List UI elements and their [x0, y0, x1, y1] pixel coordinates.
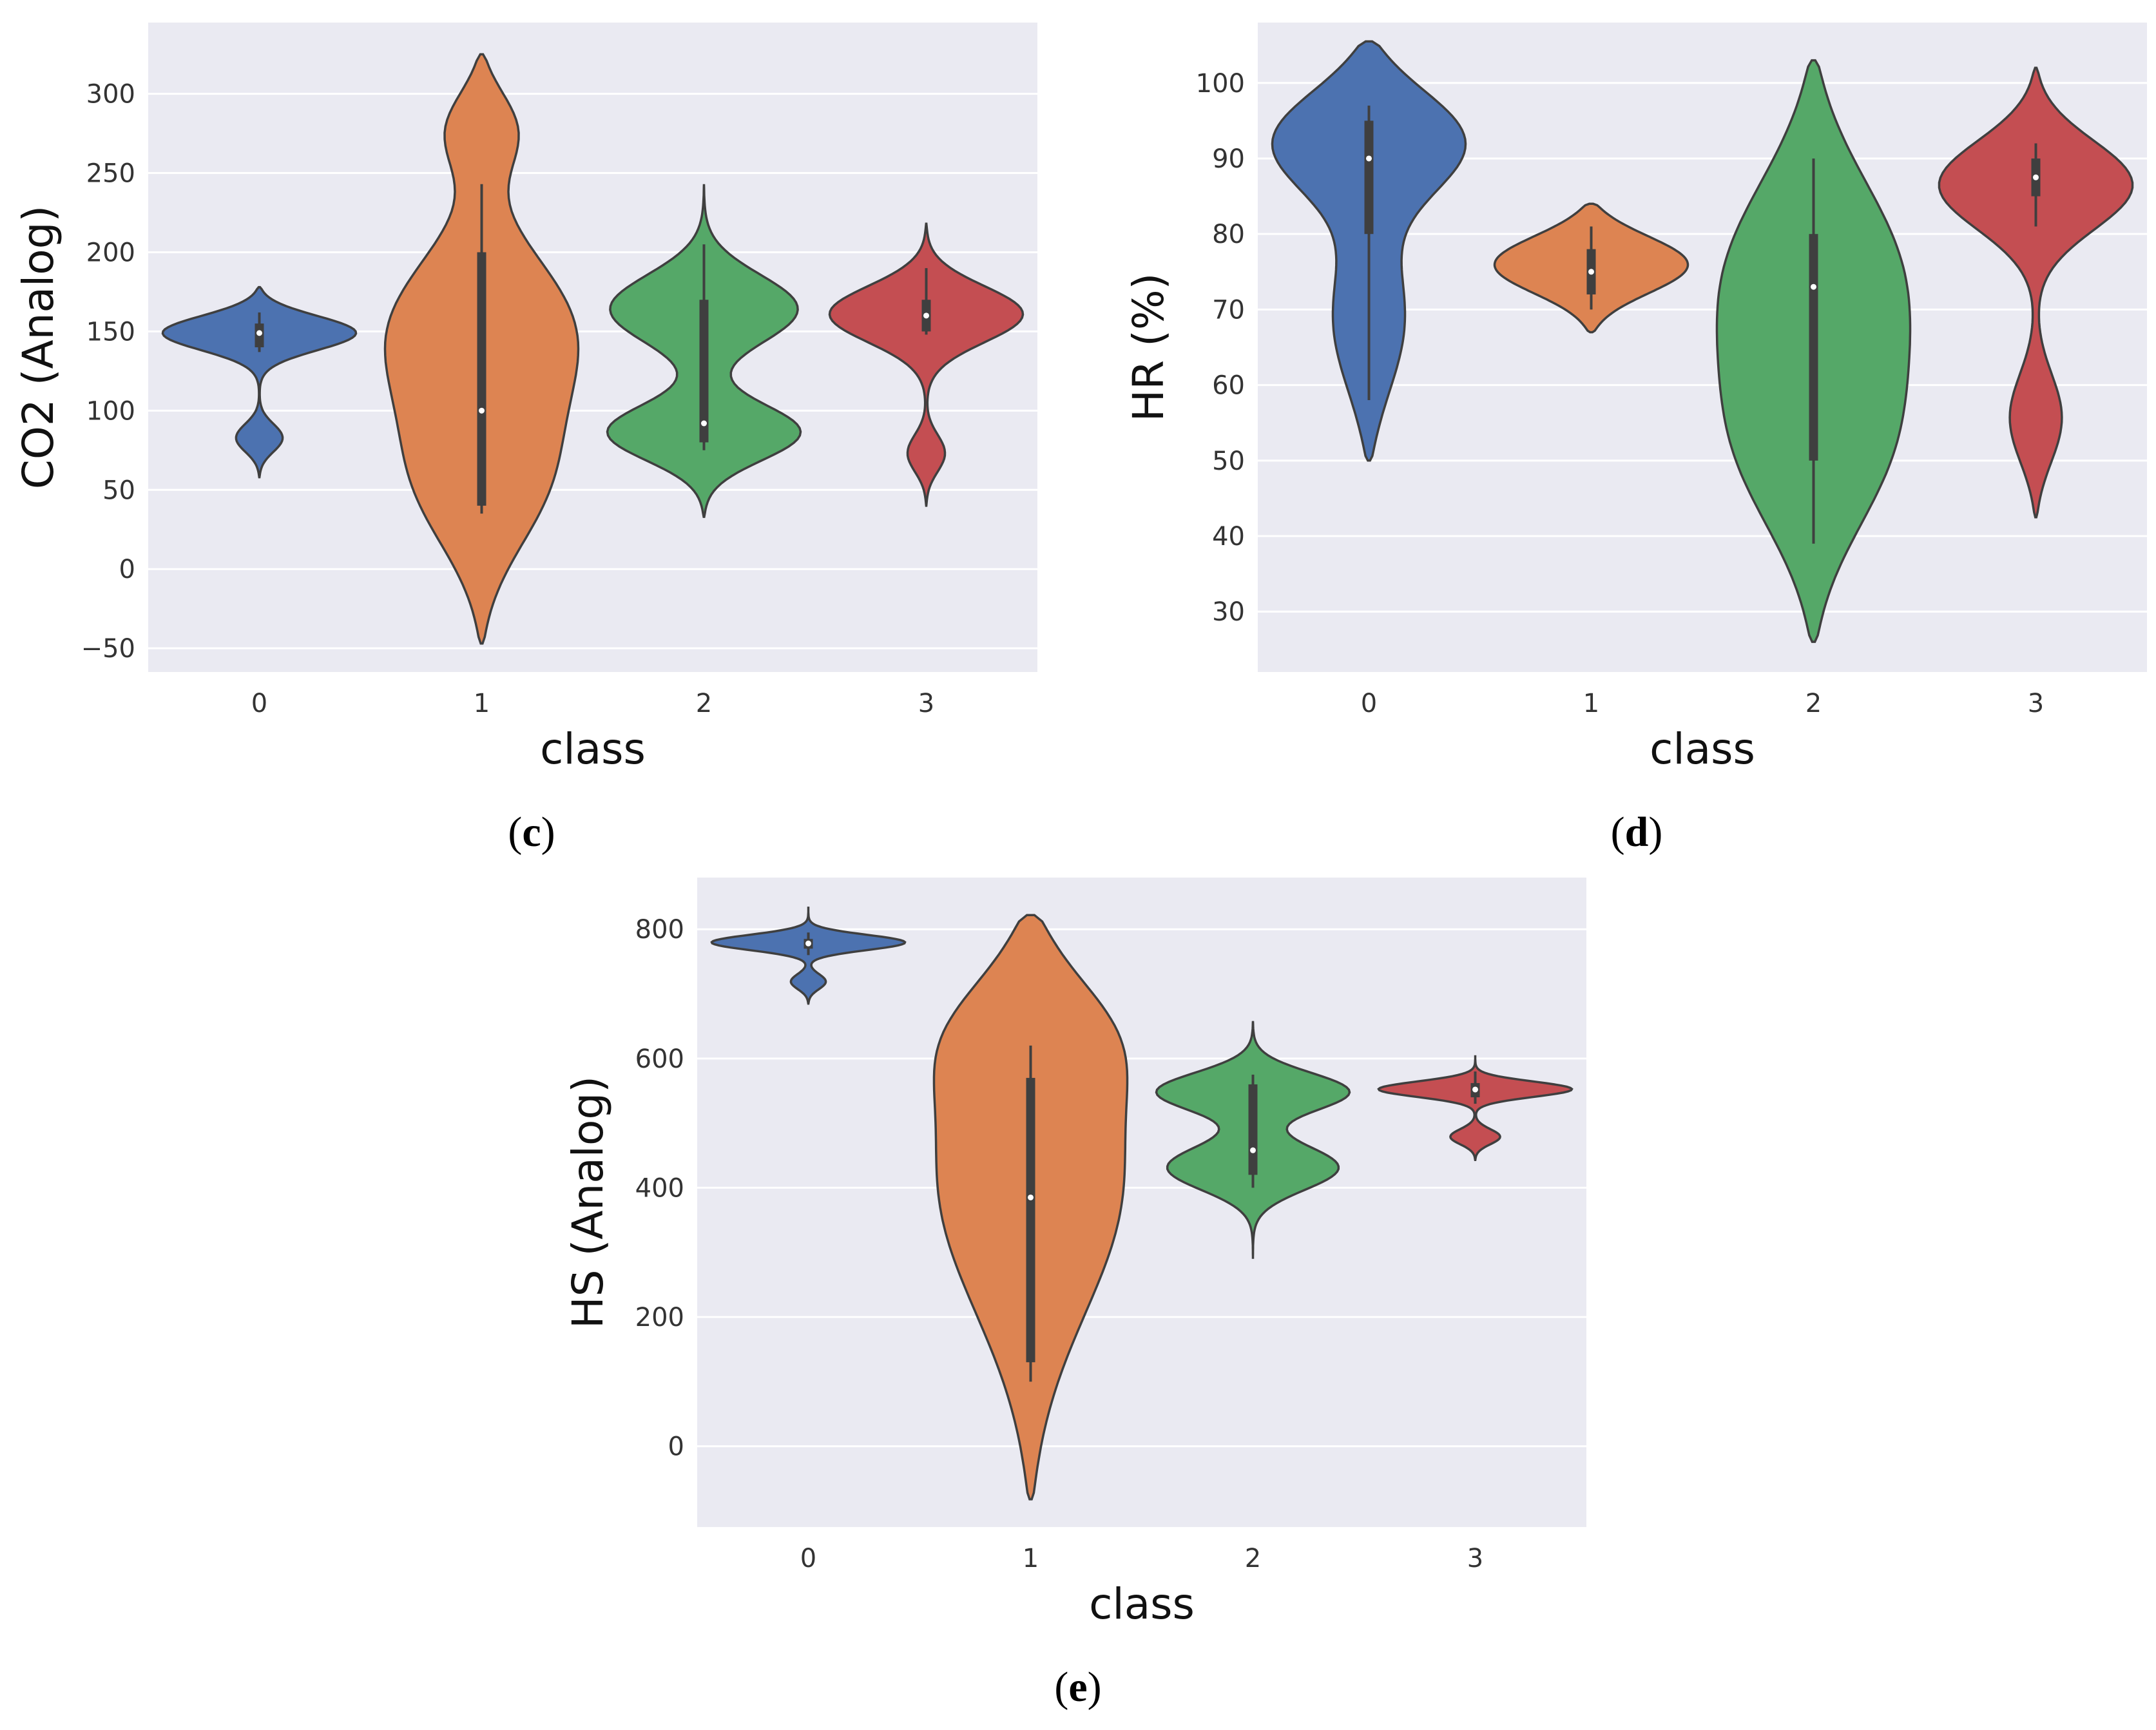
median-point-class-3 [923, 312, 929, 319]
x-axis-label-c: class [540, 724, 646, 774]
iqr-box-class-2 [699, 300, 709, 443]
y-axis-label-d: HR (%) [1124, 273, 1173, 422]
violins-e [710, 907, 1574, 1501]
y-tick-label: 300 [86, 80, 135, 110]
iqr-box-class-1 [477, 252, 486, 506]
median-point-class-0 [256, 330, 262, 336]
panel-e: 0 200 400 600 800 0 1 2 3 class HS (Analog) (e) [563, 878, 1586, 1711]
x-tick-label: 2 [1805, 689, 1822, 718]
y-tick-label: 50 [1212, 447, 1245, 476]
panel-c: −50 0 50 100 150 200 250 300 0 1 2 3 class CO2 (An… [14, 23, 1037, 856]
x-tick-label: 0 [1361, 689, 1377, 718]
gridlines-c [148, 93, 1037, 649]
y-tick-label: 40 [1212, 522, 1245, 552]
plot-area-e [697, 878, 1586, 1527]
y-tick-label: 50 [102, 476, 135, 505]
median-point-class-3 [1472, 1086, 1478, 1093]
y-tick-label: 100 [86, 396, 135, 426]
y-tick-label: −50 [81, 634, 135, 664]
median-point-class-2 [701, 420, 707, 427]
median-point-class-0 [1366, 155, 1372, 162]
x-tick-label: 3 [918, 689, 934, 718]
y-tick-label: 0 [119, 555, 135, 584]
y-tick-label: 150 [86, 317, 135, 347]
x-tick-label: 1 [474, 689, 490, 718]
y-tick-label: 800 [635, 915, 684, 945]
x-tick-label: 1 [1023, 1544, 1039, 1573]
y-axis-label-c: CO2 (Analog) [14, 206, 63, 490]
x-tick-label: 3 [2028, 689, 2044, 718]
y-tick-label: 100 [1196, 69, 1245, 99]
y-tick-label: 200 [635, 1303, 684, 1332]
caption-letter-c: c [522, 809, 541, 856]
caption-letter-e: e [1068, 1664, 1087, 1711]
median-point-class-1 [479, 407, 485, 414]
y-axis-label-e: HS (Analog) [563, 1076, 613, 1329]
y-tick-label: 90 [1212, 144, 1245, 174]
iqr-box-class-0 [1364, 120, 1374, 235]
caption-e: (e) [1054, 1664, 1101, 1711]
x-ticks-e: 0 1 2 3 [800, 1544, 1483, 1573]
y-ticks-c: −50 0 50 100 150 200 250 300 [81, 80, 135, 664]
x-tick-label: 1 [1583, 689, 1599, 718]
x-tick-label: 0 [800, 1544, 816, 1573]
y-tick-label: 250 [86, 159, 135, 189]
x-ticks-d: 0 1 2 3 [1361, 689, 2044, 718]
x-tick-label: 2 [1245, 1544, 1261, 1573]
panel-d: 30 40 50 60 70 80 90 100 0 1 2 3 class HR (%) (d) [1124, 23, 2147, 856]
y-tick-label: 80 [1212, 220, 1245, 249]
x-tick-label: 2 [696, 689, 712, 718]
iqr-box-class-2 [1809, 234, 1818, 461]
violins-d [1271, 40, 2134, 643]
y-tick-label: 60 [1212, 371, 1245, 401]
iqr-box-class-1 [1026, 1077, 1035, 1363]
y-ticks-d: 30 40 50 60 70 80 90 100 [1196, 69, 1245, 627]
median-point-class-2 [1250, 1147, 1256, 1153]
y-tick-label: 600 [635, 1044, 684, 1074]
x-ticks-c: 0 1 2 3 [251, 689, 934, 718]
y-tick-label: 30 [1212, 597, 1245, 627]
gridlines-e [697, 928, 1586, 1448]
median-point-class-3 [2033, 174, 2039, 180]
y-tick-label: 400 [635, 1173, 684, 1203]
median-point-class-1 [1588, 269, 1594, 275]
violin-class-3 [1938, 66, 2134, 519]
x-axis-label-e: class [1089, 1579, 1195, 1629]
median-point-class-0 [805, 940, 811, 947]
violins-c [161, 53, 1025, 645]
caption-c: (c) [508, 809, 555, 856]
y-tick-label: 200 [86, 238, 135, 267]
violin-class-3 [1377, 1055, 1574, 1162]
y-ticks-e: 0 200 400 600 800 [635, 915, 684, 1461]
median-point-class-2 [1811, 284, 1816, 290]
y-tick-label: 0 [668, 1432, 684, 1462]
violin-class-3 [828, 222, 1025, 507]
caption-d: (d) [1611, 809, 1663, 856]
iqr-box-class-2 [1248, 1084, 1258, 1175]
x-tick-label: 3 [1467, 1544, 1483, 1573]
median-point-class-1 [1028, 1194, 1034, 1200]
x-tick-label: 0 [251, 689, 267, 718]
caption-letter-d: d [1625, 809, 1649, 856]
y-tick-label: 70 [1212, 295, 1245, 325]
violin-class-0 [161, 285, 358, 479]
x-axis-label-d: class [1650, 724, 1755, 774]
